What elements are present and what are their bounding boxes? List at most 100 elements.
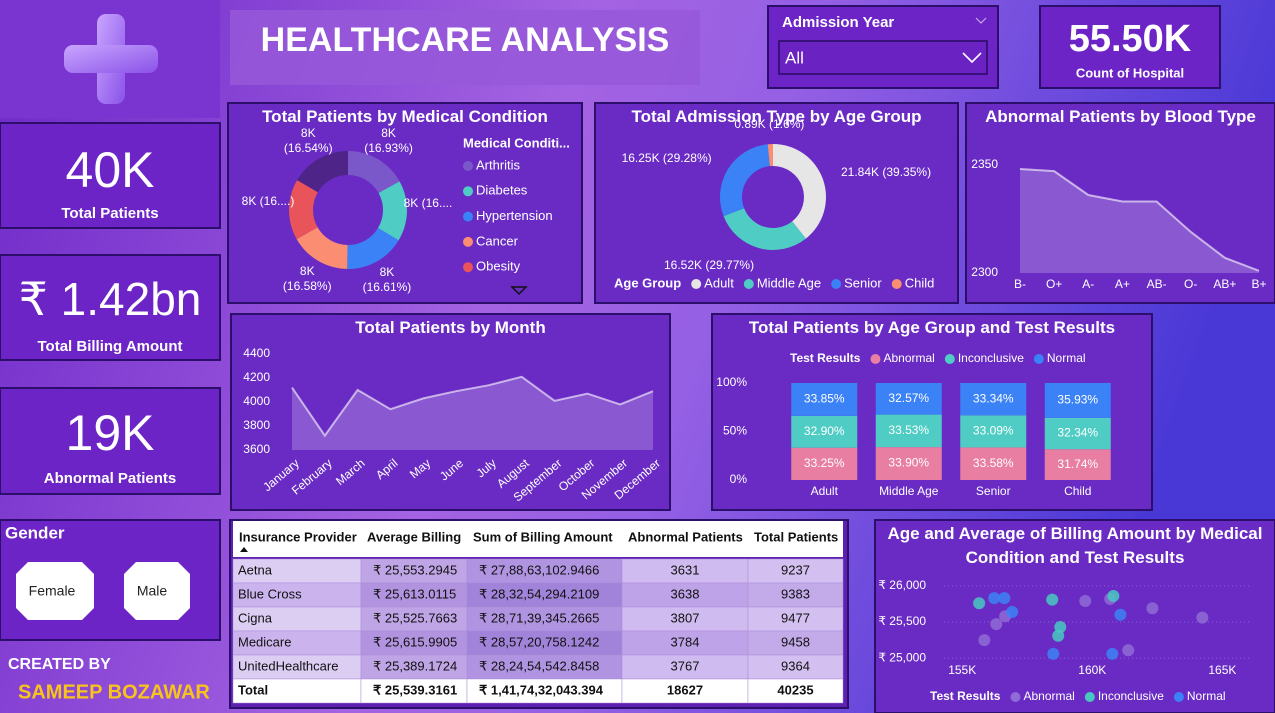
- legend-label: Child: [905, 275, 935, 290]
- table-cell: [466, 630, 623, 656]
- kpi-label: Abnormal Patients: [44, 470, 177, 487]
- table-cell-text: ₹ 25,389.1724: [373, 658, 457, 673]
- legend-marker: [1173, 692, 1184, 702]
- table-cell-text: ₹ 25,615.9905: [373, 634, 457, 649]
- table-cell-text: 9383: [781, 586, 810, 601]
- x-tick-label: 165K: [1208, 663, 1236, 677]
- legend-marker: [1010, 692, 1021, 702]
- slicer-value[interactable]: All: [785, 48, 804, 67]
- table-cell-text: ₹ 28,32,54,294.2109: [479, 586, 599, 601]
- data-label: 8K (16.58%): [282, 263, 332, 293]
- scatter-point: [1006, 605, 1019, 618]
- y-tick-label: 4400: [243, 346, 270, 360]
- table-cell: [621, 606, 749, 632]
- kpi-value: 19K: [66, 405, 155, 461]
- legend-marker: [870, 354, 881, 364]
- kpi-value: 55.50K: [1069, 18, 1192, 60]
- table-header-bg: [233, 521, 843, 557]
- table-cell-text: ₹ 28,71,39,345.2665: [479, 610, 599, 625]
- x-tick-label: A+: [1115, 277, 1130, 291]
- area-fill: [1020, 169, 1259, 273]
- table-cell: [621, 630, 749, 656]
- y-tick-label: 4200: [243, 370, 270, 384]
- table-cell-text: 9477: [781, 610, 810, 625]
- legend-marker: [463, 161, 473, 171]
- data-label: 31.74%: [1057, 457, 1098, 471]
- kpi-panel: [0, 254, 221, 361]
- table-cell: [360, 606, 468, 632]
- legend-marker: [463, 262, 473, 273]
- scatter-point: [978, 634, 991, 647]
- legend-label: Cancer: [476, 233, 519, 248]
- data-label: 16.52K (29.77%): [664, 258, 755, 273]
- data-label: 33.85%: [804, 392, 845, 406]
- table-cell-text: ₹ 25,525.7663: [373, 610, 457, 625]
- table-cell-text: ₹ 1,41,74,32,043.394: [479, 682, 604, 697]
- donut-slice: [296, 227, 348, 269]
- scatter-point: [1079, 595, 1092, 608]
- y-tick-label: 2300: [971, 265, 998, 279]
- data-label: 35.93%: [1057, 393, 1098, 407]
- bar-segment: [1044, 449, 1111, 480]
- table-cell-text: 3767: [671, 658, 700, 673]
- table-cell: [621, 558, 749, 584]
- table-cell: [232, 654, 362, 680]
- scatter-point: [1114, 608, 1127, 621]
- scatter-point: [988, 592, 1001, 605]
- data-label: 33.53%: [888, 423, 929, 437]
- data-label: 33.25%: [804, 456, 845, 470]
- chart-panel: [594, 102, 959, 304]
- table-cell-text: ₹ 25,613.0115: [373, 586, 456, 601]
- dropdown-arrow[interactable]: [962, 52, 982, 64]
- legend-label: Abnormal: [1023, 689, 1074, 703]
- kpi-panel: [0, 387, 221, 495]
- data-label: 16.25K (29.28%): [621, 151, 712, 166]
- credit-label: CREATED BY: [8, 656, 111, 673]
- bar-segment: [1044, 417, 1111, 450]
- table-cell: [621, 582, 749, 608]
- data-label: 0.89K (1.6%): [734, 117, 805, 132]
- x-tick-label: Adult: [811, 484, 839, 498]
- scatter-point: [998, 592, 1011, 605]
- table-cell: [466, 606, 623, 632]
- gender-option[interactable]: Male: [137, 583, 168, 599]
- gender-button[interactable]: [16, 562, 94, 620]
- table-header: Abnormal Patients: [628, 529, 743, 544]
- slicer-collapse[interactable]: [975, 17, 987, 24]
- bar-segment: [791, 415, 858, 448]
- table-cell-text: ₹ 28,24,54,542.8458: [479, 658, 599, 673]
- credit-name: SAMEEP BOZAWAR: [18, 681, 210, 703]
- donut-slice: [720, 144, 770, 217]
- gender-button[interactable]: [124, 562, 190, 620]
- table-cell-text: 3631: [671, 562, 700, 577]
- x-tick-label: B+: [1251, 277, 1266, 291]
- x-tick-label: 155K: [948, 663, 976, 677]
- chart-title: Total Patients by Age Group and Test Res…: [748, 318, 1116, 337]
- chart-title: Total Admission Type by Age Group: [631, 107, 922, 126]
- legend-title: Test Results: [930, 689, 1001, 703]
- donut-slice: [289, 180, 318, 240]
- table-cell: [360, 558, 468, 584]
- line: [1019, 168, 1260, 272]
- table-cell: [232, 678, 362, 704]
- gender-option[interactable]: Female: [29, 583, 76, 599]
- scatter-point: [1196, 611, 1209, 624]
- chart-title: Abnormal Patients by Blood Type: [985, 107, 1256, 126]
- data-label: 8K (16.93%): [364, 126, 413, 156]
- scatter-point: [1046, 593, 1059, 606]
- table-cell-text: 9458: [781, 634, 810, 649]
- table-cell-text: ₹ 25,553.2945: [373, 562, 457, 577]
- data-label: 8K (16.61%): [362, 264, 412, 294]
- y-tick-label: 50%: [723, 424, 747, 438]
- y-tick-label: 0%: [730, 472, 748, 486]
- y-tick-label: ₹ 26,000: [878, 578, 926, 592]
- table-cell: [360, 654, 468, 680]
- table-header: Sum of Billing Amount: [473, 529, 613, 544]
- donut-slice: [348, 151, 400, 194]
- legend-title: Medical Conditi...: [463, 135, 570, 150]
- slicer-dropdown[interactable]: [778, 40, 988, 75]
- y-tick-label: 2350: [971, 157, 998, 171]
- legend-marker: [1033, 354, 1044, 364]
- table-cell-text: Cigna: [238, 610, 273, 625]
